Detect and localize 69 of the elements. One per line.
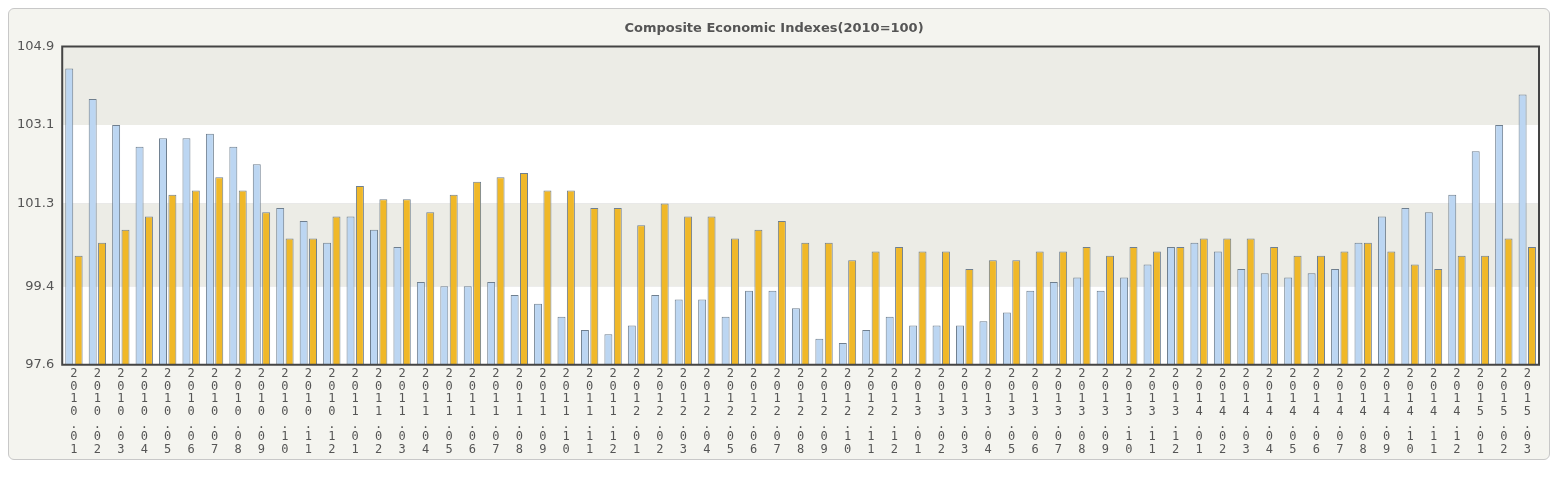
x-tick-label: 2010.05 bbox=[164, 366, 172, 456]
x-tick-label: 2011.01 bbox=[351, 366, 359, 456]
x-tick-label: 2011.07 bbox=[492, 366, 500, 456]
x-tick-label: 2014.12 bbox=[1453, 366, 1461, 456]
x-tick-label: 2013.11 bbox=[1148, 366, 1156, 456]
x-tick-label: 2012.04 bbox=[703, 366, 711, 456]
x-tick-label: 2012.03 bbox=[679, 366, 688, 456]
x-tick-label: 2011.04 bbox=[421, 366, 430, 456]
x-tick-label: 2013.02 bbox=[937, 366, 945, 456]
x-tick-label: 2010.12 bbox=[328, 366, 336, 456]
y-tick-label: 101.3 bbox=[17, 194, 55, 210]
x-tick-label: 2012.05 bbox=[726, 366, 734, 456]
x-tick-label: 2015.02 bbox=[1500, 366, 1508, 456]
x-tick-label: 2012.01 bbox=[632, 366, 641, 456]
x-tick-label: 2012.02 bbox=[656, 366, 664, 456]
x-tick-label: 2013.09 bbox=[1101, 366, 1109, 456]
x-tick-label: 2014.02 bbox=[1218, 366, 1227, 456]
x-tick-label: 2013.05 bbox=[1007, 366, 1016, 456]
y-tick-label: 97.6 bbox=[25, 356, 55, 372]
x-tick-label: 2011.09 bbox=[539, 366, 547, 456]
y-tick-label: 103.1 bbox=[17, 116, 55, 132]
x-tick-label: 2010.09 bbox=[257, 366, 266, 456]
x-tick-label: 2011.12 bbox=[609, 366, 617, 456]
x-tick-label: 2013.04 bbox=[984, 366, 992, 456]
x-tick-label: 2011.03 bbox=[398, 366, 406, 456]
x-tick-label: 2015.03 bbox=[1523, 366, 1531, 456]
x-tick-label: 2014.05 bbox=[1289, 366, 1297, 456]
x-tick-label: 2014.07 bbox=[1336, 366, 1344, 456]
x-tick-label: 2010.03 bbox=[117, 366, 125, 456]
y-tick-label: 99.4 bbox=[25, 277, 55, 293]
x-tick-label: 2010.08 bbox=[234, 366, 242, 456]
x-tick-label: 2014.08 bbox=[1359, 366, 1367, 456]
x-tick-label: 2011.11 bbox=[586, 366, 594, 456]
x-tick-label: 2010.04 bbox=[140, 366, 148, 456]
x-tick-label: 2011.05 bbox=[445, 366, 453, 456]
x-tick-label: 2011.10 bbox=[562, 366, 570, 456]
x-tick-label: 2011.06 bbox=[468, 366, 477, 456]
x-tick-label: 2013.03 bbox=[961, 366, 969, 456]
x-tick-label: 2012.08 bbox=[796, 366, 805, 456]
x-tick-label: 2010.01 bbox=[70, 366, 78, 456]
x-tick-label: 2013.12 bbox=[1172, 366, 1180, 456]
x-tick-label: 2014.03 bbox=[1242, 366, 1250, 456]
x-tick-label: 2012.11 bbox=[867, 366, 875, 456]
x-tick-label: 2014.01 bbox=[1195, 366, 1203, 456]
x-tick-label: 2013.10 bbox=[1125, 366, 1133, 456]
x-tick-label: 2014.11 bbox=[1429, 366, 1438, 456]
x-tick-label: 2012.12 bbox=[890, 366, 898, 456]
x-tick-label: 2010.11 bbox=[304, 366, 312, 456]
x-tick-label: 2010.07 bbox=[210, 366, 219, 456]
x-tick-label: 2011.02 bbox=[375, 366, 383, 456]
x-tick-label: 2013.08 bbox=[1078, 366, 1086, 456]
x-tick-label: 2013.01 bbox=[914, 366, 922, 456]
x-tick-label: 2014.04 bbox=[1265, 366, 1274, 456]
x-tick-label: 2014.10 bbox=[1406, 366, 1414, 456]
x-tick-label: 2010.06 bbox=[187, 366, 195, 456]
x-tick-label: 2015.01 bbox=[1476, 366, 1485, 456]
x-tick-label: 2012.10 bbox=[843, 366, 852, 456]
x-tick-label: 2012.07 bbox=[773, 366, 781, 456]
x-tick-label: 2012.09 bbox=[820, 366, 828, 456]
x-tick-label: 2010.02 bbox=[93, 366, 101, 456]
x-tick-label: 2013.07 bbox=[1054, 366, 1063, 456]
x-tick-label: 2014.09 bbox=[1383, 366, 1391, 456]
y-tick-label: 104.9 bbox=[17, 37, 55, 53]
x-tick-label: 2012.06 bbox=[750, 366, 758, 456]
x-tick-label: 2010.10 bbox=[281, 366, 289, 456]
x-tick-label: 2013.06 bbox=[1031, 366, 1039, 456]
chart-title: Composite Economic Indexes(2010=100) bbox=[624, 20, 924, 36]
x-tick-label: 2014.06 bbox=[1312, 366, 1320, 456]
x-tick-label: 2011.08 bbox=[515, 366, 523, 456]
